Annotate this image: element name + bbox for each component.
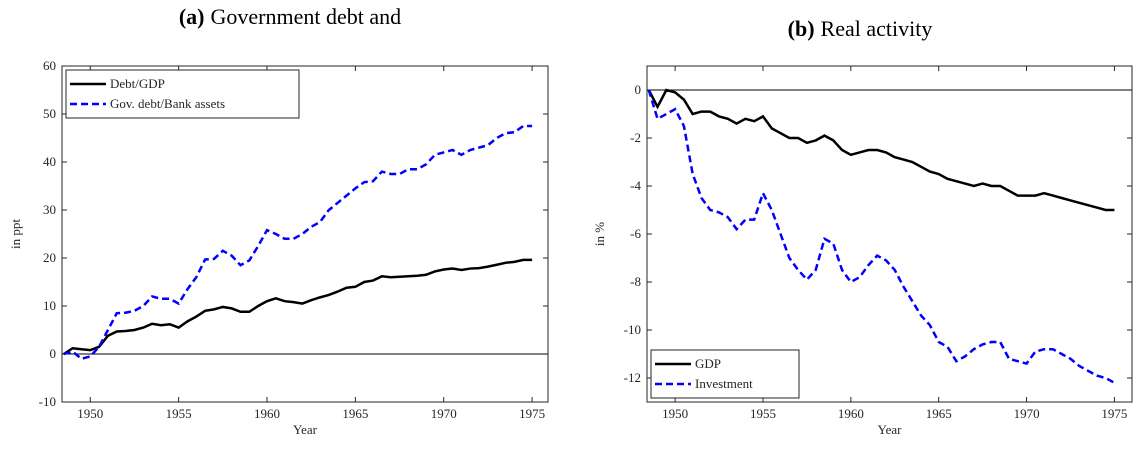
x-tick-label: 1960	[254, 406, 280, 421]
y-tick-label: -8	[630, 274, 641, 289]
panel-label: (b)	[788, 16, 815, 41]
y-tick-label: -10	[624, 322, 641, 337]
y-tick-label: 60	[43, 58, 56, 73]
y-tick-label: 40	[43, 154, 56, 169]
y-tick-label: 20	[43, 250, 56, 265]
x-tick-label: 1960	[838, 406, 864, 421]
chart-title: (a) Government debt and	[179, 4, 401, 29]
legend-label: GDP	[695, 356, 721, 371]
plot-frame	[61, 65, 549, 403]
x-axis-label: Year	[878, 422, 903, 437]
x-tick-label: 1950	[77, 406, 103, 421]
x-tick-label: 1970	[431, 406, 457, 421]
x-tick-label: 1965	[342, 406, 368, 421]
y-tick-label: -6	[630, 226, 641, 241]
x-tick-label: 1955	[166, 406, 192, 421]
data-line	[647, 89, 1116, 384]
data-line	[647, 88, 1115, 212]
y-axis-label: in ppt	[8, 219, 23, 249]
y-tick-label: -4	[630, 178, 641, 193]
x-axis-label: Year	[293, 422, 318, 437]
y-tick-label: 0	[50, 346, 57, 361]
x-tick-label: 1975	[1101, 406, 1127, 421]
y-tick-label: 30	[43, 202, 56, 217]
y-tick-label: -10	[39, 394, 56, 409]
legend-label: Debt/GDP	[110, 76, 165, 91]
legend-label: Investment	[695, 376, 753, 391]
legend-label: Gov. debt/Bank assets	[110, 96, 225, 111]
x-tick-label: 1970	[1014, 406, 1040, 421]
y-axis-label: in %	[592, 222, 607, 246]
legend-box	[65, 69, 300, 119]
y-tick-label: -2	[630, 130, 641, 145]
title-text: Government debt and	[211, 4, 402, 29]
legend-box	[650, 349, 800, 399]
x-tick-label: 1950	[662, 406, 688, 421]
panel-label: (a)	[179, 4, 205, 29]
x-tick-label: 1955	[750, 406, 776, 421]
plot-frame	[646, 65, 1133, 403]
x-tick-label: 1975	[519, 406, 545, 421]
data-line	[63, 124, 533, 361]
data-line	[63, 258, 533, 356]
y-tick-label: 50	[43, 106, 56, 121]
y-tick-label: 10	[43, 298, 56, 313]
y-tick-label: -12	[624, 370, 641, 385]
x-tick-label: 1965	[926, 406, 952, 421]
chart-title: (b) Real activity	[788, 16, 933, 41]
y-tick-label: 0	[635, 82, 642, 97]
title-text: Real activity	[821, 16, 933, 41]
